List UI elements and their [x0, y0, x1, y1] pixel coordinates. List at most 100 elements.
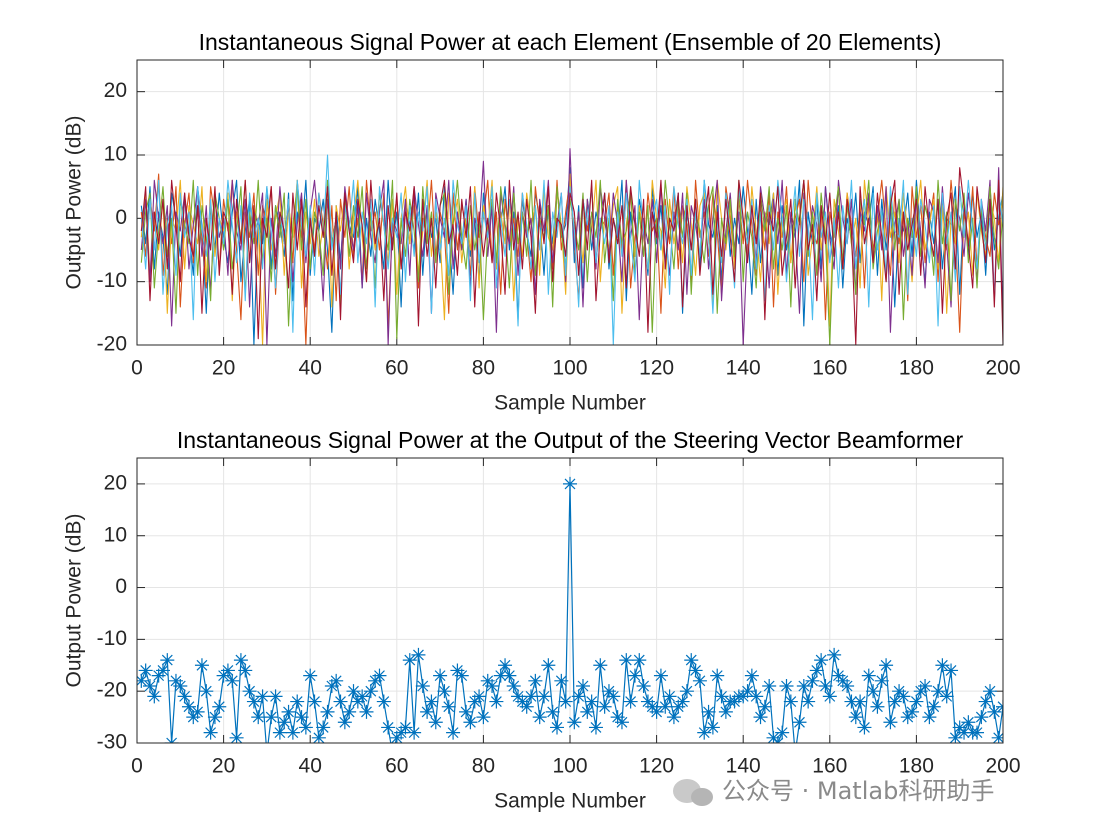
marker [653, 668, 668, 683]
marker [974, 710, 989, 725]
marker [424, 694, 439, 709]
marker [307, 694, 322, 709]
marker [346, 684, 361, 699]
marker [242, 684, 257, 699]
chart-title: Instantaneous Signal Power at the Output… [177, 427, 964, 453]
marker [480, 673, 495, 688]
marker [705, 720, 720, 735]
marker [303, 668, 318, 683]
marker [554, 673, 569, 688]
marker [952, 720, 967, 735]
marker [662, 689, 677, 704]
marker [389, 730, 404, 743]
x-tick-label: 80 [472, 755, 495, 778]
marker [710, 668, 725, 683]
marker [186, 710, 201, 725]
marker [519, 699, 534, 714]
x-tick-label: 100 [552, 357, 587, 380]
marker [788, 746, 802, 760]
marker [511, 689, 526, 704]
y-tick-label: 10 [104, 523, 127, 546]
marker [970, 725, 985, 740]
marker [138, 663, 153, 678]
marker [155, 663, 170, 678]
marker [281, 704, 296, 719]
marker [740, 684, 755, 699]
x-tick-label: 0 [131, 755, 143, 778]
marker [324, 679, 339, 693]
marker [749, 689, 764, 704]
y-tick-label: -20 [97, 333, 127, 356]
marker [861, 668, 876, 683]
marker [870, 699, 885, 714]
marker [415, 679, 430, 693]
marker [610, 710, 625, 725]
marker [411, 647, 426, 662]
marker [567, 715, 582, 730]
marker [736, 689, 751, 704]
marker [874, 673, 889, 688]
marker [883, 715, 898, 730]
x-tick-label: 160 [812, 755, 847, 778]
marker [398, 720, 413, 735]
y-tick-label: -20 [97, 679, 127, 702]
marker [779, 679, 794, 693]
marker [575, 679, 590, 693]
marker [463, 715, 478, 730]
marker [528, 673, 543, 688]
marker [684, 653, 699, 668]
y-tick-label: 0 [115, 575, 127, 598]
marker [606, 689, 621, 704]
x-tick-label: 200 [985, 357, 1020, 380]
y-tick-label: 20 [104, 79, 127, 102]
marker [493, 668, 508, 683]
marker [905, 704, 920, 719]
x-tick-label: 160 [812, 357, 847, 380]
marker [151, 668, 166, 683]
marker [147, 689, 162, 704]
marker [454, 668, 469, 683]
marker [571, 689, 586, 704]
marker [437, 684, 452, 699]
marker [311, 730, 326, 743]
marker [848, 710, 863, 725]
marker [818, 679, 833, 693]
marker [355, 689, 370, 704]
marker [446, 725, 461, 740]
y-tick-label: -30 [97, 731, 127, 754]
marker [597, 699, 612, 714]
x-tick-label: 120 [639, 357, 674, 380]
series-line [140, 483, 1003, 743]
marker [753, 710, 768, 725]
marker [428, 715, 443, 730]
marker [476, 710, 491, 725]
marker [857, 720, 872, 735]
marker [844, 694, 859, 709]
marker [264, 710, 279, 725]
y-tick-label: -10 [97, 627, 127, 650]
marker [913, 684, 928, 699]
marker [948, 730, 963, 743]
y-tick-label: 0 [115, 206, 127, 229]
marker [246, 694, 261, 709]
marker [879, 658, 894, 673]
marker [450, 663, 465, 678]
marker [472, 689, 487, 704]
marker [636, 679, 651, 693]
marker [675, 694, 690, 709]
marker [376, 694, 391, 709]
marker [896, 689, 911, 704]
marker [190, 704, 205, 719]
marker [524, 689, 539, 704]
marker [887, 694, 902, 709]
marker [238, 663, 253, 678]
marker [666, 710, 681, 725]
marker [515, 694, 530, 709]
marker [142, 679, 157, 693]
chart-title: Instantaneous Signal Power at each Eleme… [199, 29, 942, 55]
y-axis-label: Output Power (dB) [63, 514, 86, 688]
marker [922, 710, 937, 725]
marker [840, 679, 855, 693]
